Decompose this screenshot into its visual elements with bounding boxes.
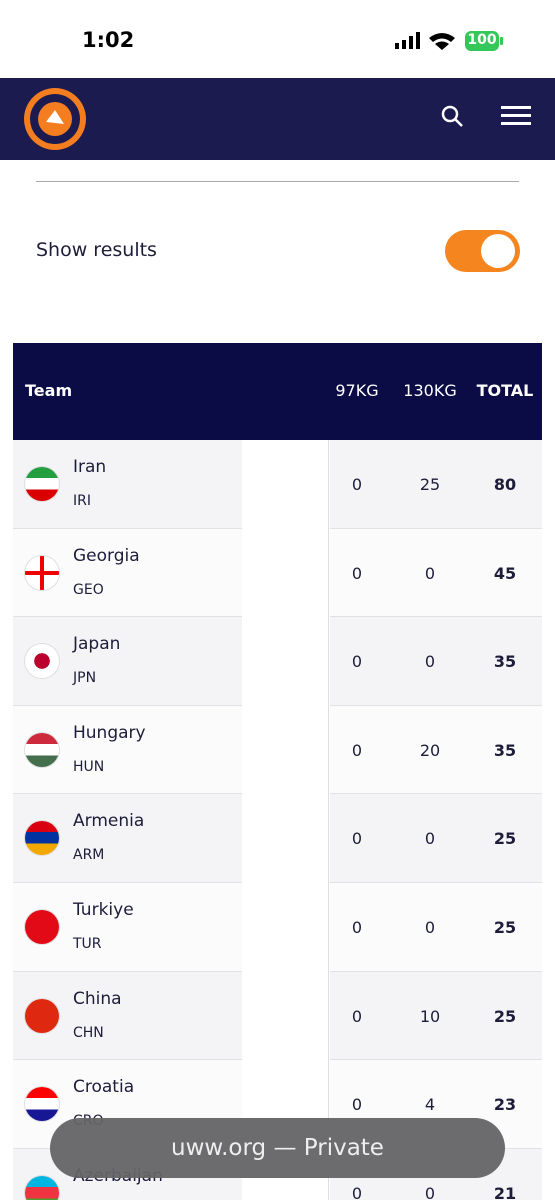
battery-level: 100 [467,32,497,48]
header-cell: 97KG [335,381,379,400]
team-name: Turkiye [73,900,134,920]
score-cell: 0 [351,1006,363,1026]
flag [25,1087,59,1122]
score-cell: 0 [351,740,363,760]
row-divider [13,704,242,706]
team-name: Georgia [73,545,140,566]
score-cell: 0 [424,1183,436,1200]
score-cell: 0 [351,1183,363,1200]
flag [25,467,59,501]
row-divider [13,882,242,883]
flag [25,821,59,856]
row-divider [330,1059,542,1061]
filter-underline [36,181,519,182]
status-time: 1:02 [82,28,135,52]
score-cell: 45 [493,563,517,583]
header-cell: TOTAL [476,381,534,400]
url: uww.org — Private [171,1135,384,1161]
score-cell: 0 [424,652,436,672]
row-divider [330,970,542,972]
team-code: IRI [73,493,91,509]
team-name: Croatia [73,1077,135,1098]
flag [25,998,59,1033]
score-cell: 0 [424,829,436,849]
score-cell: 10 [419,1006,441,1026]
row-values-bg [330,971,542,1060]
row-values-bg [330,705,542,794]
row-divider [13,616,242,618]
flag [25,1175,59,1200]
flag [25,910,59,944]
row-divider [330,793,542,795]
row-values-bg [330,440,542,528]
flag [25,644,59,679]
row-values-bg [330,528,542,617]
score-cell: 0 [351,829,363,849]
menu-icon[interactable] [501,104,533,128]
toggle-label: Show results [36,239,157,261]
team-code: JPN [73,670,97,687]
team-code: ARM [73,847,105,864]
team-code: CHN [73,1024,104,1041]
score-cell: 4 [424,1095,436,1115]
team-code: TUR [73,936,102,952]
search-icon[interactable] [440,104,466,130]
toggle-switch[interactable] [445,230,520,272]
row-divider [330,704,542,706]
score-cell: 25 [493,829,517,849]
team-name: Iran [73,457,107,477]
team-code: HUN [73,758,105,775]
score-cell: 0 [351,475,363,494]
row-divider [13,970,242,972]
score-cell: 80 [493,475,517,494]
score-cell: 25 [493,918,517,937]
score-cell: 25 [419,475,441,494]
row-values-bg [330,794,542,882]
score-cell: 35 [493,652,517,672]
score-cell: 20 [419,740,441,760]
team-name: China [73,988,122,1009]
score-cell: 35 [493,740,517,760]
browser-bar[interactable]: uww.org — Private [50,1118,505,1178]
row-values-bg [330,883,542,971]
row-divider [13,527,242,529]
score-cell: 23 [493,1095,517,1115]
row-divider [330,616,542,618]
row-divider [330,527,542,529]
nav-bar [0,78,555,160]
header-cell: Team [25,381,73,400]
score-cell: 21 [493,1183,517,1200]
score-cell: 25 [493,1006,517,1026]
row-divider [13,793,242,795]
team-code: GEO [73,581,104,598]
table-header [13,343,542,440]
score-cell: 0 [351,1095,363,1115]
row-divider [330,882,542,883]
flag [25,555,59,590]
team-name: Hungary [73,722,146,743]
row-values-bg [330,617,542,705]
score-cell: 0 [424,563,436,583]
score-cell: 0 [351,563,363,583]
score-cell: 0 [351,652,363,672]
header-cell: 130KG [403,381,457,400]
flag [25,732,59,767]
score-cell: 0 [351,918,363,937]
status-icons [395,31,503,51]
column-divider [328,440,329,1200]
row-divider [13,1059,242,1061]
score-cell: 0 [424,918,436,937]
logo[interactable] [22,86,88,152]
team-name: Armenia [73,811,145,832]
team-name: Japan [73,634,121,655]
